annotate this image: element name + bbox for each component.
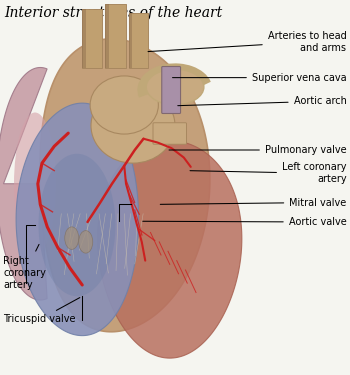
Text: Mitral valve: Mitral valve <box>160 198 346 207</box>
Text: Interior structures of the heart: Interior structures of the heart <box>4 6 222 20</box>
Ellipse shape <box>91 88 175 163</box>
Text: Aortic arch: Aortic arch <box>178 96 346 106</box>
Polygon shape <box>129 13 132 68</box>
Ellipse shape <box>14 112 56 255</box>
Polygon shape <box>105 4 126 68</box>
Text: Arteries to head
and arms: Arteries to head and arms <box>148 31 346 53</box>
Polygon shape <box>0 68 47 300</box>
FancyBboxPatch shape <box>162 66 181 114</box>
Ellipse shape <box>90 76 158 134</box>
Polygon shape <box>105 4 108 68</box>
Text: Left coronary
artery: Left coronary artery <box>190 162 346 184</box>
Polygon shape <box>129 13 148 68</box>
Ellipse shape <box>65 227 79 249</box>
Ellipse shape <box>146 69 204 105</box>
Polygon shape <box>40 39 210 332</box>
Polygon shape <box>82 9 102 68</box>
Text: Aortic valve: Aortic valve <box>143 217 346 227</box>
Polygon shape <box>16 103 139 336</box>
Text: Pulmonary valve: Pulmonary valve <box>169 145 346 155</box>
FancyBboxPatch shape <box>153 123 187 144</box>
Text: Tricuspid valve: Tricuspid valve <box>4 298 80 324</box>
Ellipse shape <box>79 231 93 253</box>
Polygon shape <box>98 141 242 358</box>
Ellipse shape <box>38 154 116 296</box>
Text: Superior vena cava: Superior vena cava <box>173 73 346 82</box>
Text: Right
coronary
artery: Right coronary artery <box>4 244 46 290</box>
Polygon shape <box>82 9 86 68</box>
